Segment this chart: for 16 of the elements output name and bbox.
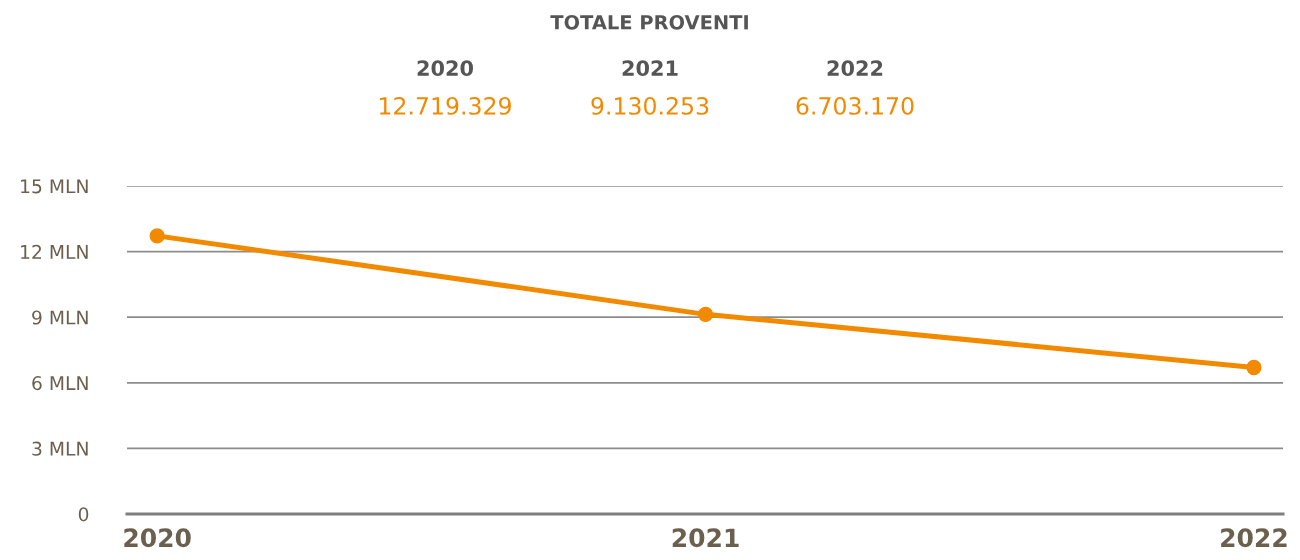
y-tick-label: 0 [78, 507, 89, 522]
chart-title: TOTALE PROVENTI [550, 14, 748, 30]
x-tick-label: 2021 [672, 528, 739, 548]
category-label: 2020 [417, 60, 473, 77]
category-label: 2022 [827, 60, 883, 77]
y-tick-label: 6 MLN [32, 376, 88, 391]
text: 6.703.170 [796, 96, 914, 115]
y-tick-label: 15 MLN [21, 179, 88, 194]
text: 9.130.253 [591, 96, 709, 115]
text: 12.719.329 [380, 96, 511, 115]
x-tick-label: 2020 [124, 528, 191, 548]
category-label: 2021 [622, 60, 678, 77]
y-tick-label: 3 MLN [32, 441, 88, 456]
y-tick-label: 12 MLN [21, 244, 88, 259]
y-tick-label: 9 MLN [32, 310, 88, 325]
x-tick-label: 2022 [1221, 528, 1287, 548]
